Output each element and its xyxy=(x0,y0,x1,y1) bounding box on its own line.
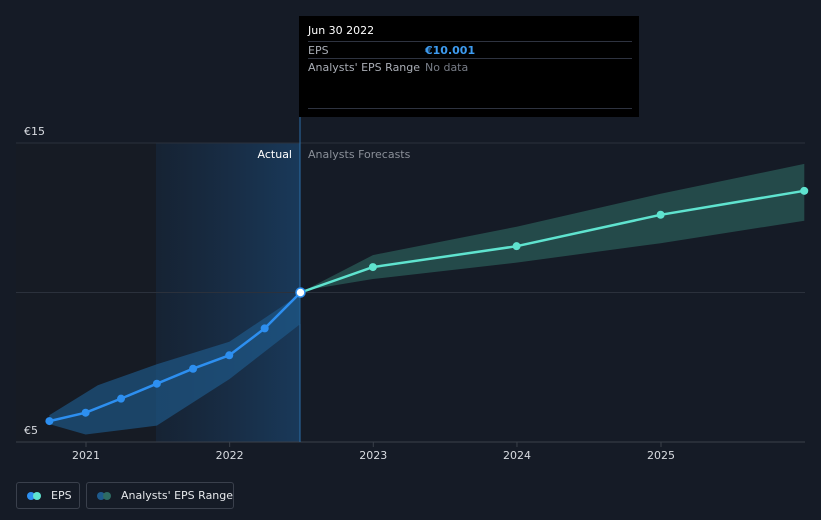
eps-point xyxy=(368,263,377,272)
eps-line-actual xyxy=(49,291,302,423)
range-band-actual xyxy=(49,294,301,435)
eps-point xyxy=(225,351,234,360)
grid xyxy=(16,142,805,443)
x-tick-label: 2022 xyxy=(216,449,244,462)
x-tick-label: 2021 xyxy=(72,449,100,462)
range-band-forecast xyxy=(300,163,805,293)
eps-point xyxy=(81,408,90,417)
tooltip-range-row: Analysts' EPS Range No data xyxy=(308,58,632,76)
tooltip-eps-label: EPS xyxy=(308,44,329,57)
eps-point xyxy=(45,417,54,426)
actual-label: Actual xyxy=(258,148,292,161)
series-points[interactable] xyxy=(45,186,809,426)
y-tick-label: €5 xyxy=(24,424,38,437)
tooltip-eps-row: EPS €10.001 xyxy=(308,41,632,59)
eps-legend-icon xyxy=(27,491,43,501)
legend-range-label: Analysts' EPS Range xyxy=(121,489,234,502)
eps-point xyxy=(152,379,161,388)
legend-eps[interactable]: EPS xyxy=(16,482,80,509)
tooltip-date: Jun 30 2022 xyxy=(308,24,375,37)
legend-range[interactable]: Analysts' EPS Range xyxy=(86,482,234,509)
x-tick-label: 2024 xyxy=(503,449,531,462)
eps-point xyxy=(656,210,665,219)
axis-ticks: €15 €5 2021 2022 2023 2024 2025 xyxy=(24,125,675,462)
tooltip-range-value: No data xyxy=(425,61,469,74)
eps-point xyxy=(800,186,809,195)
eps-point xyxy=(512,242,521,251)
x-tick-label: 2023 xyxy=(359,449,387,462)
tooltip-range-label: Analysts' EPS Range xyxy=(308,61,421,74)
range-legend-icon xyxy=(97,491,113,501)
y-tick-label: €15 xyxy=(24,125,45,138)
eps-point xyxy=(117,394,126,403)
tooltip: Jun 30 2022 EPS €10.001 Analysts' EPS Ra… xyxy=(299,16,639,117)
tooltip-divider xyxy=(308,108,632,109)
x-tick-label: 2025 xyxy=(647,449,675,462)
forecast-label: Analysts Forecasts xyxy=(308,148,411,161)
eps-point xyxy=(260,324,269,333)
tooltip-eps-value: €10.001 xyxy=(425,44,476,57)
highlighted-point xyxy=(295,287,306,298)
eps-point xyxy=(189,364,198,373)
legend-eps-label: EPS xyxy=(51,489,72,502)
